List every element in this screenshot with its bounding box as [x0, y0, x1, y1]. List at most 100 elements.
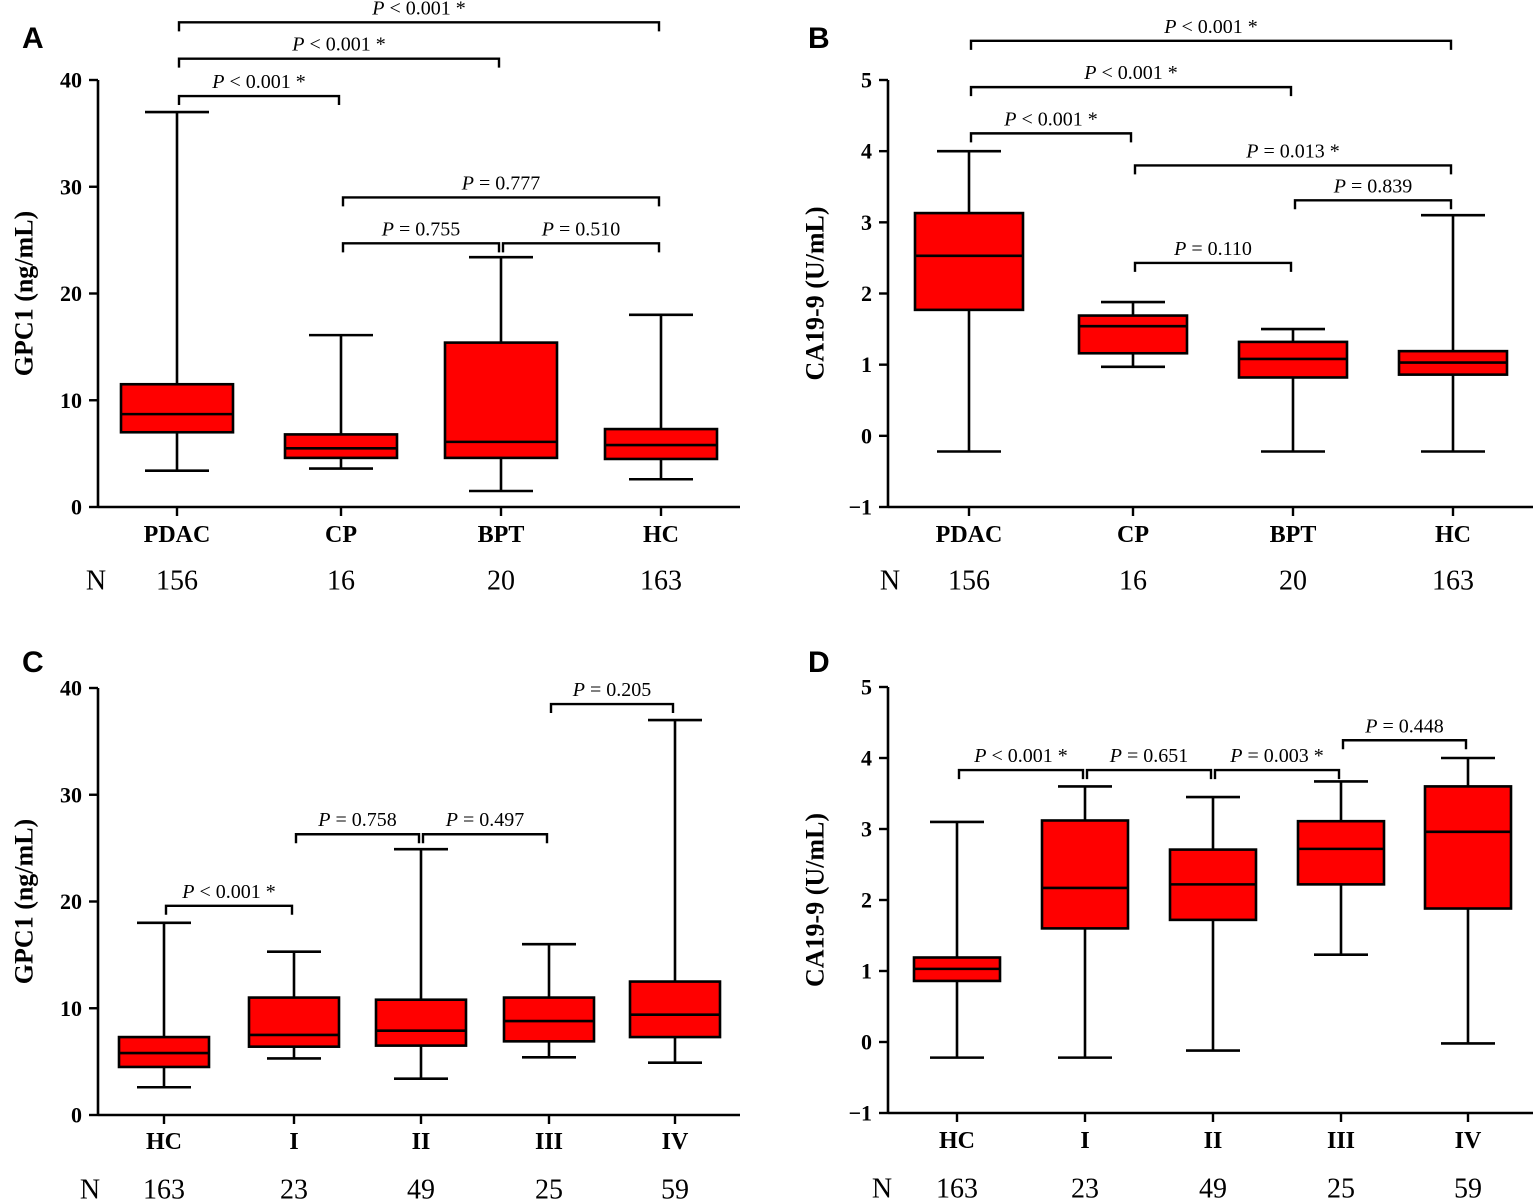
y-tick-label: 0 [861, 1030, 872, 1055]
panel-letter: D [808, 646, 830, 679]
y-tick-label: 0 [71, 495, 82, 520]
significance-bracket [1135, 263, 1291, 272]
n-count-value: 23 [1071, 1174, 1099, 1201]
x-tick-label: HC [146, 1129, 182, 1155]
n-count-value: 156 [156, 566, 198, 597]
significance-bracket [179, 59, 499, 68]
x-tick-label: III [535, 1129, 563, 1155]
significance-bracket [971, 41, 1451, 50]
y-tick-label: 10 [60, 388, 82, 413]
significance-bracket [1087, 770, 1211, 779]
significance-bracket [179, 22, 659, 31]
n-count-value: 16 [327, 566, 355, 597]
x-tick-label: I [1080, 1128, 1089, 1154]
p-value-label: P = 0.013 * [1245, 140, 1340, 162]
x-tick-label: HC [939, 1128, 975, 1154]
significance-bracket [971, 87, 1291, 96]
y-axis-label: GPC1 (ng/mL) [10, 819, 39, 984]
p-value-label: P = 0.003 * [1229, 745, 1324, 767]
p-value-label: P = 0.755 [381, 218, 461, 240]
x-tick-label: I [289, 1129, 298, 1155]
n-count-value: 163 [640, 566, 682, 597]
p-value-label: P = 0.510 [541, 218, 621, 240]
significance-bracket [296, 834, 419, 843]
y-tick-label: 4 [861, 139, 872, 164]
n-count-value: 163 [1432, 566, 1474, 597]
box-iqr [630, 982, 720, 1038]
box-iqr [376, 1000, 466, 1046]
y-tick-label: 20 [60, 889, 82, 914]
n-count-value: 49 [1199, 1174, 1227, 1201]
y-axis-label: CA19-9 (U/mL) [801, 206, 830, 380]
figure-canvas: AGPC1 (ng/mL)010203040PDAC156CP16BPT20HC… [0, 0, 1536, 1201]
y-tick-label: 5 [861, 68, 872, 93]
panel-letter: C [22, 646, 44, 679]
y-tick-label: 10 [60, 996, 82, 1021]
x-tick-label: IV [662, 1129, 689, 1155]
n-count-value: 59 [1454, 1174, 1482, 1201]
x-tick-label: II [1204, 1128, 1223, 1154]
box-iqr [1079, 316, 1187, 354]
p-value-label: P = 0.205 [572, 679, 652, 701]
significance-bracket [1343, 740, 1466, 749]
box-iqr [121, 384, 233, 432]
p-value-label: P < 0.001 * [973, 745, 1068, 767]
n-count-value: 163 [143, 1175, 185, 1201]
p-value-label: P = 0.758 [317, 809, 397, 831]
significance-bracket [503, 243, 659, 252]
box-iqr [249, 998, 339, 1047]
y-axis-label: CA19-9 (U/mL) [801, 813, 830, 987]
n-row-label: N [872, 1174, 892, 1201]
y-tick-label: 2 [861, 888, 872, 913]
significance-bracket [551, 704, 673, 713]
x-tick-label: II [412, 1129, 431, 1155]
n-row-label: N [80, 1175, 100, 1201]
y-tick-label: 40 [60, 68, 82, 93]
y-tick-label: 5 [861, 675, 872, 700]
x-tick-label: CP [1117, 522, 1149, 548]
y-tick-label: 2 [861, 281, 872, 306]
significance-bracket [343, 243, 499, 252]
significance-bracket [166, 906, 292, 915]
y-tick-label: 1 [861, 352, 872, 377]
x-tick-label: HC [1435, 522, 1471, 548]
x-tick-label: BPT [1270, 522, 1317, 548]
p-value-label: P < 0.001 * [291, 34, 386, 56]
x-tick-label: PDAC [936, 522, 1003, 548]
y-tick-label: −1 [848, 495, 872, 520]
p-value-label: P = 0.497 [445, 809, 525, 831]
panel-letter: B [808, 22, 830, 55]
significance-bracket [971, 133, 1131, 142]
n-count-value: 163 [936, 1174, 978, 1201]
box-iqr [1042, 820, 1128, 928]
p-value-label: P < 0.001 * [1163, 16, 1258, 38]
significance-bracket [423, 834, 547, 843]
y-tick-label: 3 [861, 817, 872, 842]
x-tick-label: PDAC [144, 522, 211, 548]
significance-bracket [1215, 770, 1339, 779]
y-tick-label: 30 [60, 782, 82, 807]
box-iqr [285, 434, 397, 457]
y-tick-label: 1 [861, 959, 872, 984]
y-axis-label: GPC1 (ng/mL) [10, 211, 39, 376]
y-tick-label: 0 [71, 1103, 82, 1128]
y-tick-label: 0 [861, 423, 872, 448]
y-tick-label: 4 [861, 746, 872, 771]
significance-bracket [343, 197, 659, 206]
p-value-label: P < 0.001 * [371, 0, 466, 19]
p-value-label: P = 0.448 [1364, 715, 1444, 737]
p-value-label: P < 0.001 * [181, 881, 276, 903]
n-count-value: 156 [948, 566, 990, 597]
p-value-label: P = 0.777 [461, 172, 541, 194]
box-iqr [1425, 786, 1511, 908]
n-count-value: 49 [407, 1175, 435, 1201]
y-tick-label: 40 [60, 676, 82, 701]
n-count-value: 25 [535, 1175, 563, 1201]
n-count-value: 20 [1279, 566, 1307, 597]
p-value-label: P = 0.110 [1173, 238, 1252, 260]
n-count-value: 20 [487, 566, 515, 597]
significance-bracket [179, 96, 339, 105]
y-tick-label: 30 [60, 174, 82, 199]
p-value-label: P = 0.651 [1109, 745, 1189, 767]
y-tick-label: −1 [848, 1101, 872, 1126]
